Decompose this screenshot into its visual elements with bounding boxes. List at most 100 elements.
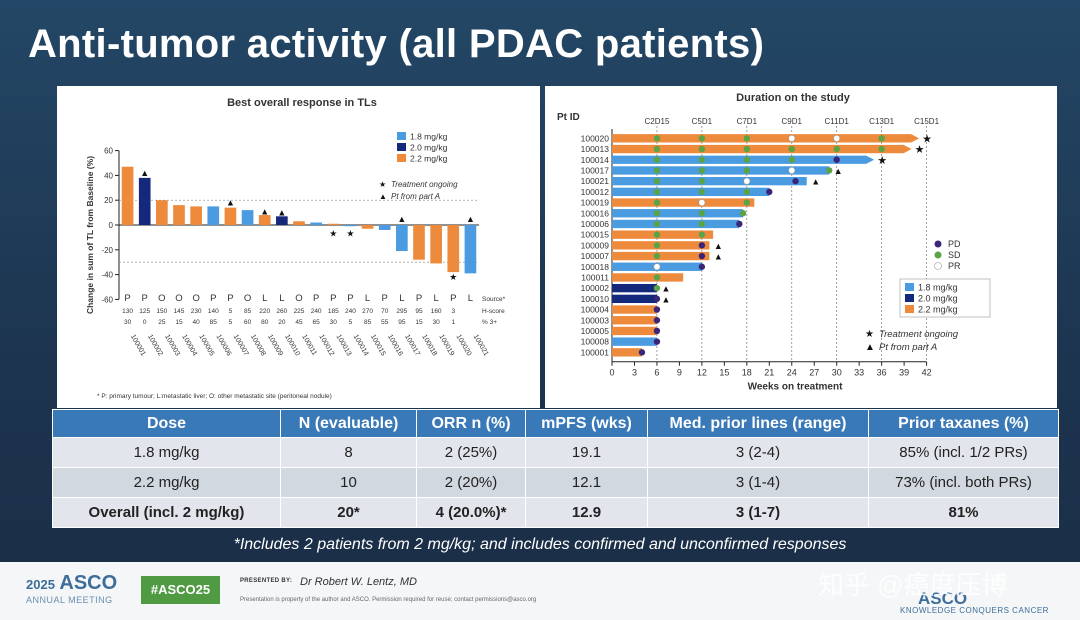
x-tick-label: 33 [854, 368, 864, 378]
presenter-name: Dr Robert W. Lentz, MD [300, 576, 417, 588]
response-dot [743, 177, 751, 185]
response-dot [788, 166, 796, 174]
table-cell: 8 [280, 437, 417, 468]
asco-right-logo: ASCO [918, 589, 968, 608]
ongoing-star-marker: ★ [877, 155, 887, 167]
swimmer-bar [612, 283, 657, 293]
part-a-marker: ▲ [277, 208, 286, 218]
response-dot [878, 135, 885, 142]
dose-legend-box [899, 278, 991, 318]
pct3-label: 15 [415, 319, 423, 326]
hscore-label: 185 [328, 308, 339, 315]
x-tick-label: 100021 [472, 334, 490, 358]
swimmer-bar [612, 251, 710, 261]
bar [378, 225, 391, 230]
source-label: O [158, 293, 165, 304]
table-cell: 4 (20.0%)* [416, 497, 526, 528]
legend-label: Pt from part A [879, 342, 937, 353]
source-label: P [330, 293, 336, 304]
source-label: P [416, 293, 422, 304]
legend-label: 1.8 mg/kg [918, 283, 958, 293]
y-tick-label: -40 [101, 271, 113, 280]
legend-label: 2.2 mg/kg [918, 305, 958, 315]
asco-year: 2025 [26, 577, 55, 592]
pct3-label: 5 [349, 319, 353, 326]
patient-id-label: 100004 [581, 305, 610, 315]
response-dot [698, 252, 706, 260]
table-cell: 3 (1-7) [647, 497, 869, 528]
swimmer-bar [612, 230, 714, 239]
response-dot [653, 220, 661, 228]
response-dot [792, 177, 799, 185]
response-dot [638, 349, 646, 356]
source-label: O [192, 293, 199, 304]
asco-name: ASCO [59, 572, 118, 594]
legend-dot [934, 251, 942, 259]
patient-id-label: 100010 [581, 294, 610, 304]
visit-label: C15D1 [914, 117, 939, 126]
pct3-label: 85 [210, 319, 218, 326]
x-tick-label: 24 [787, 368, 797, 378]
response-dot [833, 134, 841, 142]
part-a-marker: ▲ [811, 177, 820, 187]
x-tick-label: 100014 [352, 334, 370, 358]
pct3-label: 5 [229, 319, 233, 326]
bar [344, 225, 357, 227]
patient-id-label: 100013 [581, 144, 610, 154]
response-dot [739, 210, 747, 217]
x-tick-label: 36 [877, 368, 887, 378]
legend-label: PR [948, 261, 961, 271]
source-label: O [175, 293, 182, 304]
response-dot [743, 135, 751, 142]
swimmer-panel: Duration on the study Pt ID C2D15 C5D1 C7D1 C… [545, 86, 1057, 408]
table-row: 1.8 mg/kg 8 2 (25%) 19.1 3 (2-4) 85% (in… [52, 437, 1059, 468]
legend-label: 2.0 mg/kg [918, 294, 958, 304]
bar [207, 206, 220, 225]
x-tick-label: 100010 [283, 334, 301, 358]
x-tick-label: 100013 [335, 334, 353, 358]
patient-id-label: 100014 [581, 155, 610, 165]
hscore-label: 225 [294, 308, 305, 315]
response-dot [833, 145, 840, 153]
hscore-label: 230 [191, 308, 202, 315]
swimmer-bar [612, 176, 807, 186]
source-label: L [279, 293, 284, 304]
pct3-label: 45 [295, 319, 303, 326]
hscore-label: 85 [244, 308, 252, 315]
hscore-label: 130 [122, 308, 133, 315]
legend-swatch [397, 154, 406, 162]
patient-id-label: 100006 [581, 219, 610, 229]
x-tick-label: 100001 [129, 334, 147, 358]
legend-swatch [905, 283, 914, 291]
hscore-label: 270 [362, 308, 373, 315]
hscore-label: 5 [229, 308, 233, 315]
response-dot [653, 167, 661, 174]
bar [138, 177, 151, 225]
swimmer-bar [612, 241, 710, 250]
hashtag-badge: #ASCO25 [141, 576, 220, 604]
table-cell: 85% (incl. 1/2 PRs) [868, 437, 1059, 468]
swimmer-bar [612, 166, 830, 175]
table-cell: 3 (2-4) [647, 437, 869, 468]
source-label: P [450, 293, 456, 304]
asco-subtitle: ANNUAL MEETING [26, 595, 113, 605]
table-row: Overall (incl. 2 mg/kg) 20* 4 (20.0%)* 1… [52, 497, 1059, 528]
x-tick-label: 100004 [180, 334, 198, 358]
part-a-marker: ▲ [260, 206, 269, 216]
y-axis-label: Pt ID [557, 112, 580, 123]
table-cell: 10 [280, 467, 417, 498]
x-tick-label: 100020 [455, 334, 473, 358]
legend-label: 2.0 mg/kg [410, 143, 448, 153]
bar [464, 225, 477, 274]
response-dot [826, 167, 833, 174]
bar [430, 225, 442, 264]
x-tick-label: 18 [742, 368, 752, 378]
slide-title: Anti-tumor activity (all PDAC patients) [28, 22, 765, 66]
part-a-marker: ▲ [714, 241, 723, 251]
response-dot [653, 252, 661, 260]
hscore-label: 240 [311, 308, 322, 315]
patient-id-label: 100008 [581, 337, 610, 347]
chart-title: Duration on the study [736, 92, 851, 104]
response-dot [698, 220, 706, 228]
response-dot [698, 145, 706, 153]
